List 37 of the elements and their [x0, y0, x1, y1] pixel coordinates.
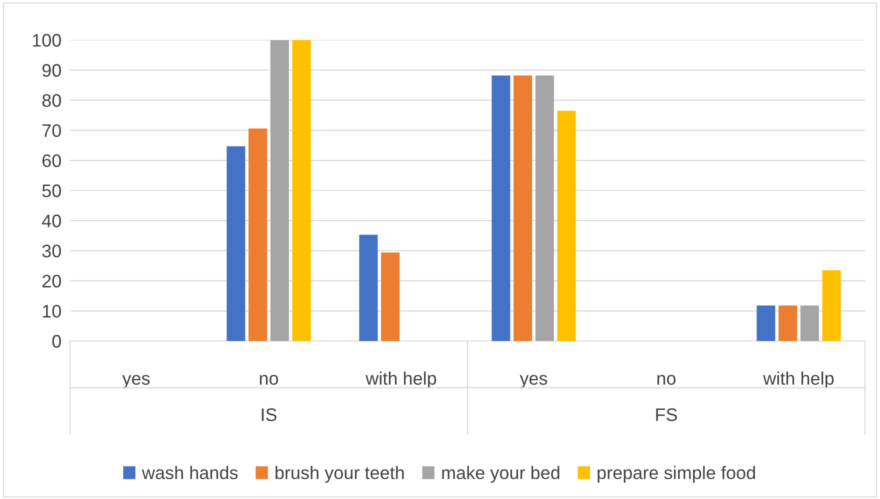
y-tick-label: 60 [42, 154, 61, 168]
y-tick-label: 40 [42, 214, 61, 228]
bar [492, 76, 510, 341]
bar [270, 40, 289, 341]
y-tick-label: 90 [42, 64, 61, 77]
bar [359, 234, 378, 341]
y-tick-label: 10 [42, 304, 61, 318]
bar [535, 76, 554, 341]
y-tick-label: 0 [52, 334, 61, 348]
x-tick-label: with help [763, 372, 834, 388]
bar [381, 252, 400, 341]
text: IS [262, 408, 276, 422]
x-tick-label: yes [122, 374, 150, 388]
y-tick-label: 100 [32, 34, 61, 47]
y-tick-label: 30 [42, 244, 61, 258]
bar [756, 305, 776, 341]
text: FS [656, 408, 677, 422]
legend-label: brush your teeth [276, 466, 404, 483]
x-tick-label: yes [520, 374, 548, 388]
bar [514, 76, 532, 341]
bar [226, 146, 246, 341]
x-tick-label: with help [366, 372, 436, 388]
bar [800, 305, 819, 341]
legend-label: make your bed [442, 466, 560, 483]
y-tick-label: 70 [42, 124, 61, 138]
bar [292, 40, 311, 341]
x-tick-label: no [260, 374, 278, 385]
legend-label: prepare simple food [598, 466, 755, 483]
bar [778, 305, 798, 341]
y-tick-label: 20 [42, 274, 61, 288]
legend-label: wash hands [142, 466, 238, 480]
x-tick-label: no [657, 374, 676, 385]
bar [248, 128, 268, 341]
y-tick-label: 80 [42, 94, 61, 107]
y-tick-label: 50 [42, 184, 61, 198]
bar [557, 110, 576, 341]
bar [822, 270, 841, 341]
